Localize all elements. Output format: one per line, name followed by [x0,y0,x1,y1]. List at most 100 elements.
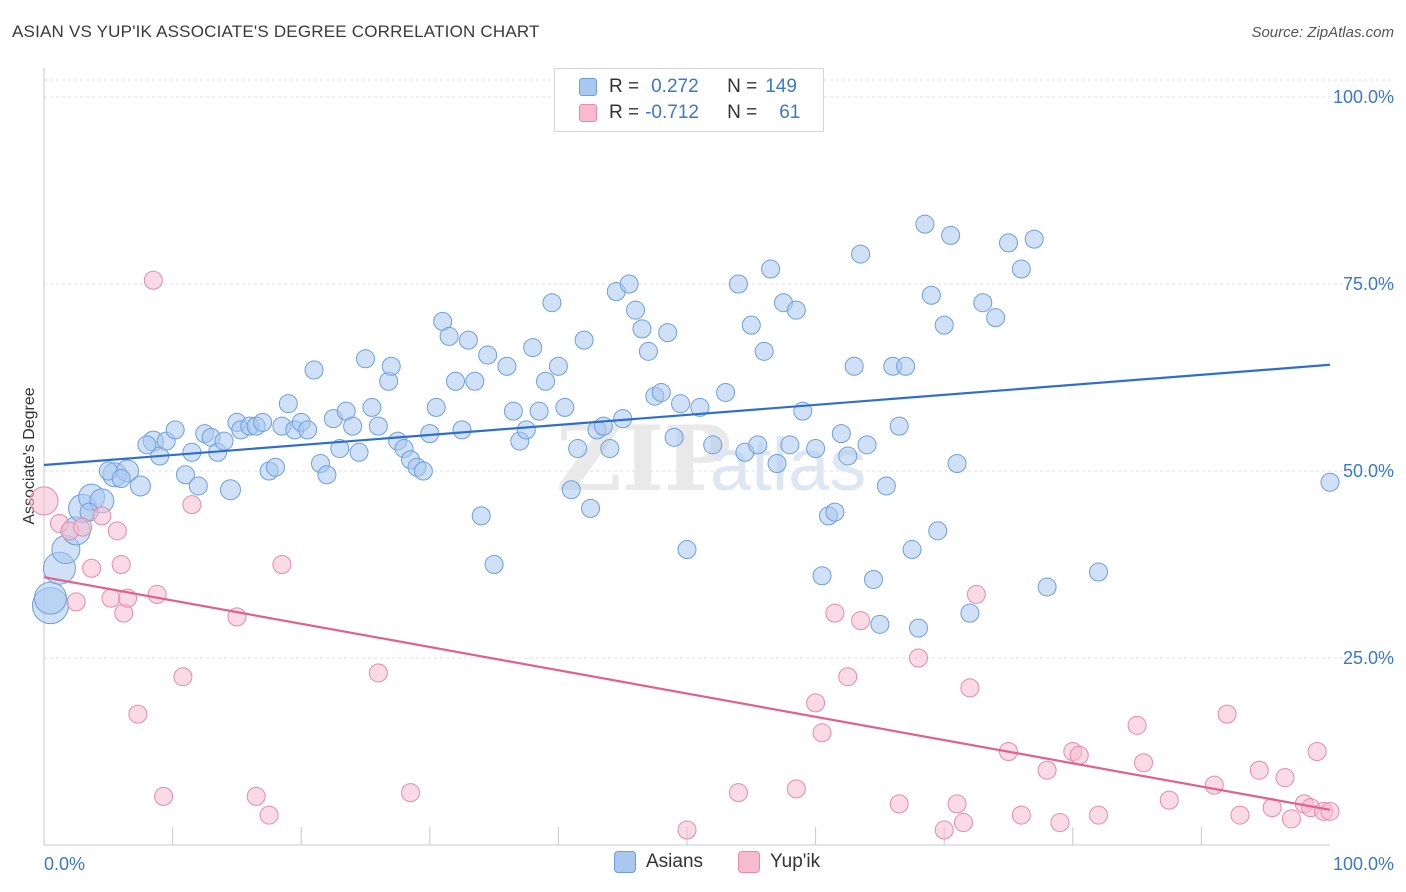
yupik-point-27 [806,693,826,713]
legend-asians-swatch [614,851,636,873]
asian-point-136 [1089,562,1109,582]
asian-point-124 [921,285,941,305]
yupik-point-42 [1050,813,1070,833]
yupik-point-55 [1281,809,1301,829]
asian-point-22 [219,479,241,501]
yupik-point-14 [147,584,167,604]
asian-point-44 [362,397,382,417]
asian-point-94 [716,382,736,402]
yupik-point-28 [812,723,832,743]
yupik-point-29 [825,603,845,623]
asian-point-122 [908,618,928,638]
asian-point-15 [175,465,195,485]
yupik-point-17 [182,495,202,515]
y-tick-label-3: 100.0% [1333,87,1394,107]
asian-point-98 [748,435,768,455]
asian-point-93 [703,435,723,455]
asian-point-113 [851,244,871,264]
asian-point-67 [523,338,543,358]
asian-point-95 [728,274,748,294]
asian-point-109 [825,502,845,522]
yupik-point-16 [173,667,193,687]
asian-point-133 [1011,259,1031,279]
asian-point-66 [516,420,536,440]
stats-legend-row-asians: R = 0.272 N = 149 [579,75,797,99]
y-tick-label-0: 25.0% [1343,648,1394,668]
yupik-n-value: 61 [779,102,801,123]
asian-point-119 [889,416,909,436]
legend-item-asians[interactable]: Asians [614,851,703,873]
yupik-point-31 [851,611,871,631]
asian-point-60 [471,506,491,526]
asian-point-140 [111,468,131,488]
asian-point-45 [368,416,388,436]
asian-point-127 [941,225,961,245]
yupik-point-22 [368,663,388,683]
asian-point-78 [593,416,613,436]
legend-item-yupik[interactable]: Yup'ik [738,851,820,873]
asians-r-label: R = [609,76,640,97]
asian-point-100 [761,259,781,279]
asian-point-106 [806,439,826,459]
asian-point-43 [356,349,375,369]
asian-point-82 [619,274,639,294]
yupik-swatch [579,104,597,122]
asian-point-10 [129,475,151,497]
asian-point-142 [381,356,401,376]
asian-point-14 [165,420,185,440]
asian-point-59 [465,371,485,391]
asian-point-112 [844,356,864,376]
yupik-point-37 [960,678,980,698]
yupik-point-36 [953,813,973,833]
chart-source: Source: ZipAtlas.com [1251,24,1394,41]
yupik-point-60 [1320,801,1340,821]
asian-point-110 [831,424,851,444]
asian-point-69 [536,371,556,391]
yupik-point-35 [947,794,967,814]
yupik-trend-line [43,576,1331,811]
x-tick-label-0: 0.0% [44,854,85,874]
yupik-point-52 [1249,760,1269,780]
asian-point-61 [478,345,498,365]
yupik-point-20 [259,805,279,825]
yupik-point-33 [908,648,928,668]
asian-point-55 [439,326,459,346]
yupik-point-26 [786,779,806,799]
yupik-point-54 [1275,768,1295,788]
asian-point-35 [304,360,324,380]
asian-point-63 [497,356,517,376]
yupik-point-34 [934,820,954,840]
asian-point-71 [548,356,568,376]
asian-point-114 [857,435,877,455]
yupik-r-label: R = [609,102,640,123]
asian-point-89 [664,427,684,447]
asian-point-27 [253,412,273,432]
asian-point-68 [529,401,549,421]
asian-point-72 [555,397,575,417]
asian-point-135 [1037,577,1057,597]
asian-point-132 [999,233,1018,253]
stats-legend-row-yupik: R = -0.712 N = 61 [579,101,800,125]
yupik-point-46 [1127,715,1147,735]
asian-point-128 [947,454,967,474]
asian-point-83 [626,300,646,320]
yupik-point-15 [154,786,174,806]
yupik-point-44 [1069,745,1089,765]
x-tick-label-1: 100.0% [1333,854,1394,874]
asian-point-107 [812,566,832,586]
asian-point-115 [863,569,883,589]
asian-point-131 [986,308,1006,328]
legend-yupik-label: Yup'ik [770,851,821,872]
asian-point-134 [1024,229,1044,249]
asian-point-141 [137,435,157,455]
asian-point-37 [317,465,337,485]
asian-point-31 [278,394,298,414]
asian-point-120 [896,356,916,376]
asian-point-101 [767,454,787,474]
asian-point-74 [568,439,588,459]
yupik-point-41 [1037,760,1057,780]
asian-point-64 [503,401,523,421]
yupik-r-value: -0.712 [645,102,699,123]
yupik-point-13 [143,270,163,290]
